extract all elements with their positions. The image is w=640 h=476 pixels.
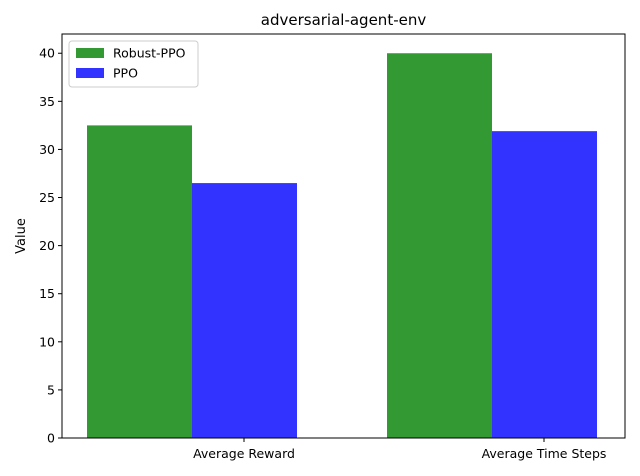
y-tick-label: 20 [39,238,55,253]
legend-swatch [76,68,104,78]
y-axis-label: Value [14,218,29,254]
legend: Robust-PPO PPO [68,40,199,88]
y-tick-label: 35 [39,94,55,109]
bar-ppo-0 [192,183,297,438]
y-tick-label: 25 [39,190,55,205]
legend-label: PPO [113,66,138,81]
x-tick-label: Average Time Steps [482,446,607,461]
plot-area: 0 5 10 15 20 25 30 35 40 Average Reward Average Ti… [39,33,626,461]
legend-label: Robust-PPO [113,46,186,61]
y-tick-label: 40 [39,46,55,61]
legend-swatch [76,48,104,58]
bar-robust-ppo-0 [87,125,192,438]
y-tick-label: 0 [47,431,55,446]
y-tick-label: 5 [47,382,55,397]
axes-frame [61,33,626,439]
y-tick-label: 10 [39,334,55,349]
y-tick-label: 30 [39,142,55,157]
bar-robust-ppo-1 [387,53,492,438]
y-tick-label: 15 [39,286,55,301]
chart-title: adversarial-agent-env [261,11,427,29]
x-tick-label: Average Reward [193,446,295,461]
bar-ppo-1 [492,131,597,438]
